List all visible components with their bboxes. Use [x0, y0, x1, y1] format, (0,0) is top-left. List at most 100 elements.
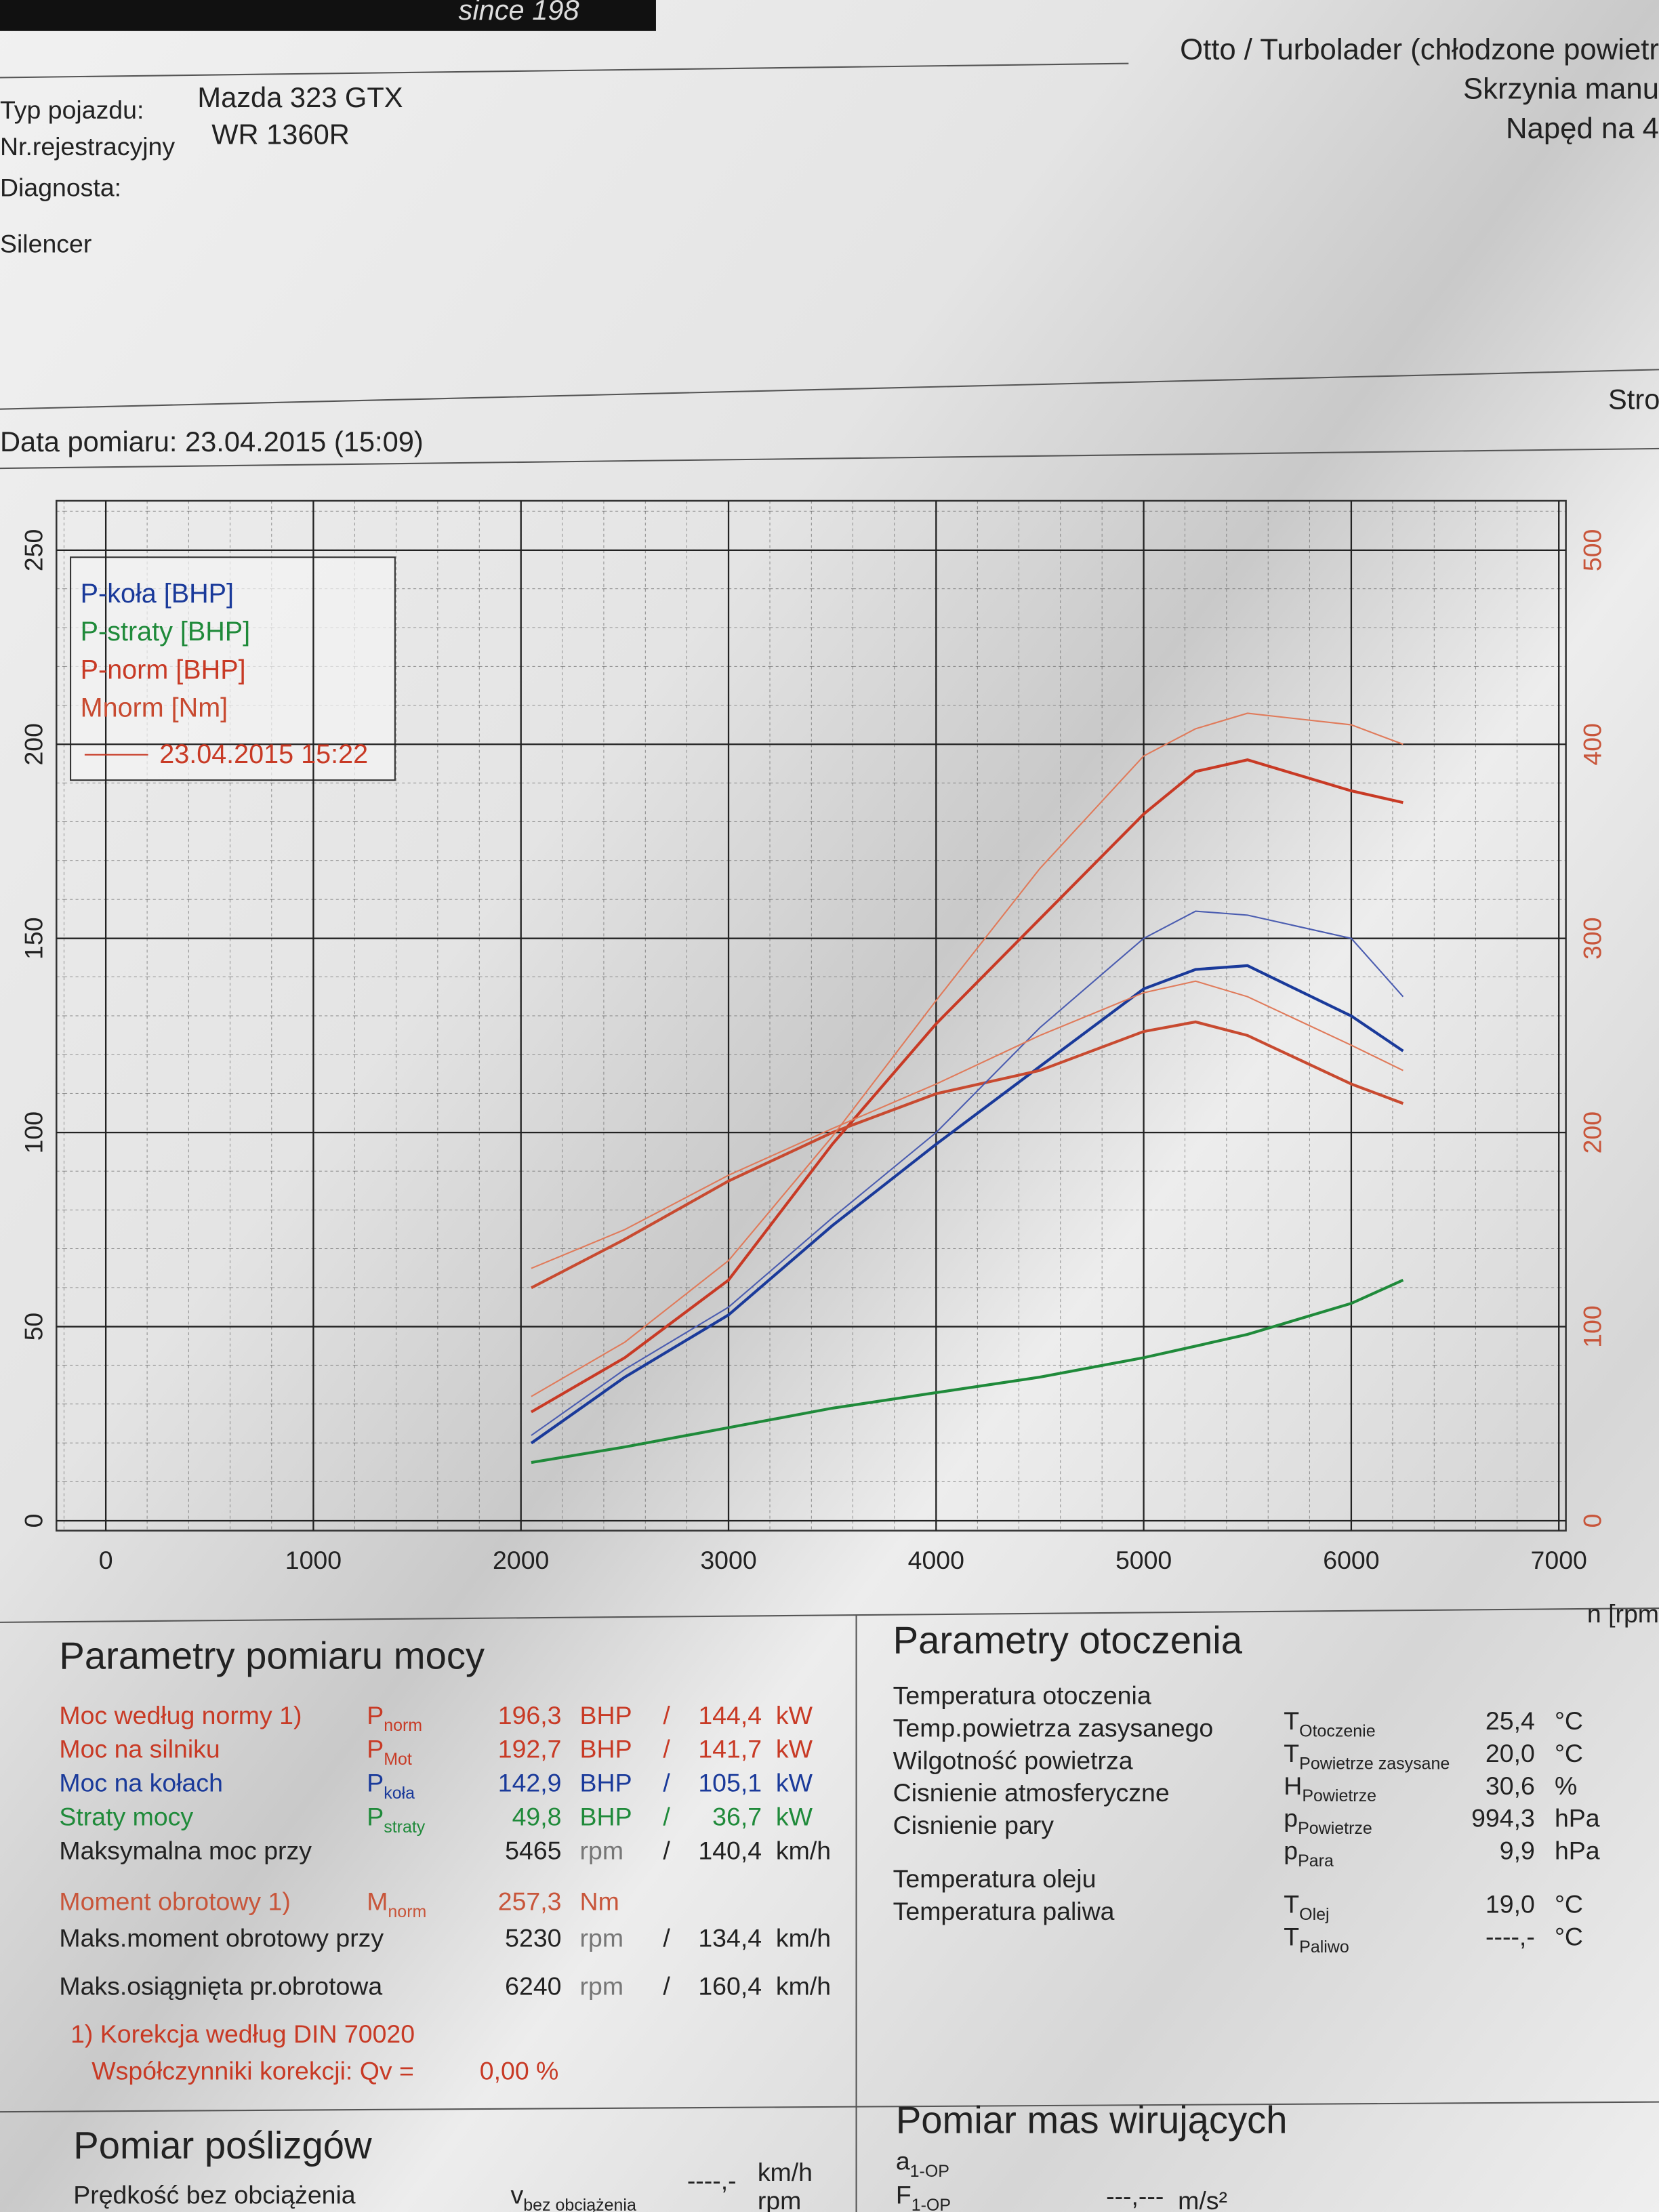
- row-label: Temperatura otoczenia: [893, 1681, 1151, 1710]
- section-title: Pomiar poślizgów: [73, 2124, 372, 2167]
- y-tick-label: 200: [19, 723, 47, 766]
- row-symbol-sub: Paliwo: [1299, 1938, 1349, 1957]
- row-unit2: kW: [776, 1803, 813, 1831]
- row-unit: m/s²: [1178, 2186, 1227, 2212]
- rule: [0, 369, 1659, 410]
- y2-tick-label: 0: [1578, 1514, 1607, 1528]
- row-value2: 134,4: [698, 1924, 762, 1952]
- legend-entry: Mnorm [Nm]: [81, 693, 228, 722]
- row-unit2: kW: [776, 1769, 813, 1797]
- row-symbol-main: M: [367, 1887, 388, 1916]
- row-symbol-main: P: [367, 1701, 384, 1729]
- legend-run: 23.04.2015 15:22: [159, 739, 368, 769]
- section-title: Parametry pomiaru mocy: [59, 1635, 485, 1677]
- row-label: Maksymalna moc przy: [59, 1837, 312, 1865]
- row-symbol-main: T: [1284, 1739, 1299, 1767]
- row-value2: 160,4: [698, 1971, 762, 2000]
- y-tick-label: 150: [19, 917, 47, 960]
- vehicle-label: Typ pojazdu:: [0, 96, 144, 124]
- row-symbol: Pnorm: [367, 1701, 422, 1735]
- row-symbol-sub: Powietrze: [1298, 1819, 1372, 1838]
- footnote: 1) Korekcja według DIN 70020: [70, 2020, 415, 2048]
- row-value: 142,9: [498, 1769, 562, 1797]
- row-unit: rpm: [580, 1924, 624, 1952]
- row-value: ---,---: [1106, 2182, 1164, 2211]
- row-symbol-main: p: [1284, 1837, 1298, 1865]
- row-symbol-sub: Powietrze: [1302, 1786, 1376, 1805]
- row-symbol-sub: Para: [1298, 1851, 1334, 1870]
- row-sep: /: [663, 1971, 670, 2000]
- row-symbol-sub: straty: [384, 1818, 426, 1837]
- row-unit: °C: [1555, 1923, 1583, 1951]
- drive: Napęd na 4: [1506, 112, 1659, 145]
- row-value2: 141,7: [698, 1735, 762, 1763]
- row-value: 30,6: [1486, 1771, 1535, 1800]
- y-tick-label: 250: [19, 529, 47, 572]
- legend-entry: P-straty [BHP]: [81, 617, 251, 647]
- y-tick-label: 100: [19, 1111, 47, 1154]
- logo-text: since 198: [459, 0, 579, 26]
- y-tick-label: 50: [19, 1313, 47, 1341]
- rule: [0, 62, 1129, 79]
- row-value2: 105,1: [698, 1769, 762, 1797]
- y2-tick-label: 300: [1578, 917, 1607, 960]
- row-unit2: kW: [776, 1735, 813, 1763]
- x-tick-label: 1000: [285, 1546, 342, 1574]
- row-sep: /: [663, 1924, 670, 1952]
- row-symbol-sub: Powietrze zasysane: [1299, 1754, 1450, 1773]
- series-line: [530, 964, 1404, 1445]
- row-unit: hPa: [1555, 1837, 1600, 1865]
- row-label: Prędkość bez obciążenia: [73, 2181, 356, 2209]
- x-tick-label: 7000: [1531, 1546, 1587, 1574]
- row-symbol-sub: 1-OP: [910, 2162, 949, 2181]
- row-symbol-main: P: [367, 1769, 384, 1797]
- row-value: 49,8: [512, 1803, 562, 1831]
- row-symbol: TOtoczenie: [1284, 1706, 1375, 1740]
- x-tick-label: 3000: [700, 1546, 756, 1574]
- row-label: Wilgotność powietrza: [893, 1746, 1133, 1774]
- row-symbol: Pkoła: [367, 1769, 415, 1803]
- row-value2: 36,7: [712, 1803, 762, 1831]
- row-symbol-main: H: [1284, 1771, 1302, 1800]
- section-title: Parametry otoczenia: [893, 1619, 1243, 1662]
- row-symbol: Mnorm: [367, 1887, 426, 1921]
- row-unit: BHP: [580, 1735, 632, 1763]
- row-label: Temperatura paliwa: [893, 1897, 1115, 1925]
- row-symbol-main: p: [1284, 1804, 1298, 1832]
- row-value: 25,4: [1486, 1706, 1535, 1735]
- series-line: [531, 1278, 1404, 1465]
- row-sep: /: [663, 1803, 670, 1831]
- legend-box: [70, 556, 396, 781]
- coef-value: 0,00 %: [480, 2056, 559, 2085]
- row-label: Cisnienie pary: [893, 1811, 1054, 1839]
- row-symbol: HPowietrze: [1284, 1771, 1376, 1805]
- row-symbol: F1-OP: [896, 2181, 951, 2212]
- row-symbol-main: F: [896, 2181, 912, 2209]
- row-unit: BHP: [580, 1769, 632, 1797]
- row-unit: BHP: [580, 1803, 632, 1831]
- row-symbol-main: T: [1284, 1923, 1299, 1951]
- row-value: 20,0: [1486, 1739, 1535, 1767]
- row-label: Cisnienie atmosferyczne: [893, 1778, 1170, 1807]
- row-symbol-sub: Olej: [1299, 1905, 1329, 1924]
- row-label: Temp.powietrza zasysanego: [893, 1713, 1214, 1742]
- row-unit: Nm: [580, 1887, 619, 1916]
- row-label: Moc według normy 1): [59, 1701, 302, 1729]
- x-tick-label: 0: [99, 1546, 113, 1574]
- x-tick-label: 6000: [1323, 1546, 1379, 1574]
- row-symbol-main: T: [1284, 1706, 1299, 1735]
- row-label: Moc na kołach: [59, 1769, 223, 1797]
- x-tick-label: 2000: [493, 1546, 549, 1574]
- row-label: Temperatura oleju: [893, 1864, 1097, 1893]
- row-label: Straty mocy: [59, 1803, 193, 1831]
- row-symbol-sub: norm: [384, 1716, 422, 1735]
- row-unit: °C: [1555, 1890, 1583, 1919]
- y2-tick-label: 500: [1578, 529, 1607, 572]
- y-tick-label: 0: [19, 1514, 47, 1528]
- series-line: [530, 1020, 1404, 1290]
- row-symbol-sub: bez obciążenia: [523, 2196, 636, 2212]
- row-unit2: kW: [776, 1701, 813, 1729]
- row-unit2: km/h: [776, 1924, 831, 1952]
- row-symbol: PMot: [367, 1735, 412, 1769]
